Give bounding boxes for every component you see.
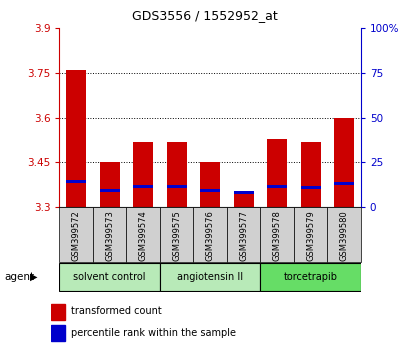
Bar — [326, 207, 360, 262]
Text: GSM399572: GSM399572 — [72, 210, 81, 261]
Bar — [51, 304, 65, 320]
Text: GSM399579: GSM399579 — [306, 210, 314, 261]
Text: transformed count: transformed count — [71, 307, 162, 316]
Bar — [200, 162, 220, 207]
Bar — [99, 162, 119, 207]
Text: torcetrapib: torcetrapib — [283, 272, 337, 282]
Bar — [300, 142, 320, 207]
Text: GSM399574: GSM399574 — [138, 210, 147, 261]
Text: GSM399577: GSM399577 — [238, 210, 247, 261]
Bar — [266, 185, 286, 188]
Bar — [66, 180, 86, 183]
Bar — [166, 142, 186, 207]
Bar — [333, 182, 353, 185]
Bar — [266, 138, 286, 207]
Bar — [226, 207, 260, 262]
Bar — [233, 192, 253, 207]
Bar — [160, 263, 260, 291]
Bar — [93, 207, 126, 262]
Bar — [51, 325, 65, 341]
Text: GSM399578: GSM399578 — [272, 210, 281, 261]
Bar — [99, 189, 119, 192]
Bar — [333, 118, 353, 207]
Bar — [260, 207, 293, 262]
Bar — [133, 142, 153, 207]
Text: ▶: ▶ — [29, 272, 37, 282]
Bar — [233, 191, 253, 194]
Text: GSM399580: GSM399580 — [339, 210, 348, 261]
Bar — [293, 207, 326, 262]
Text: GDS3556 / 1552952_at: GDS3556 / 1552952_at — [132, 9, 277, 22]
Text: GSM399575: GSM399575 — [172, 210, 181, 261]
Bar — [200, 189, 220, 192]
Text: angiotensin II: angiotensin II — [177, 272, 243, 282]
Bar — [59, 207, 93, 262]
Bar — [193, 207, 226, 262]
Bar — [126, 207, 160, 262]
Bar — [59, 263, 160, 291]
Bar — [133, 185, 153, 188]
Text: agent: agent — [4, 272, 34, 282]
Bar — [160, 207, 193, 262]
Bar — [66, 70, 86, 207]
Bar — [260, 263, 360, 291]
Text: GSM399573: GSM399573 — [105, 210, 114, 261]
Text: solvent control: solvent control — [73, 272, 146, 282]
Text: percentile rank within the sample: percentile rank within the sample — [71, 328, 236, 338]
Bar — [166, 185, 186, 188]
Bar — [300, 186, 320, 189]
Text: GSM399576: GSM399576 — [205, 210, 214, 261]
